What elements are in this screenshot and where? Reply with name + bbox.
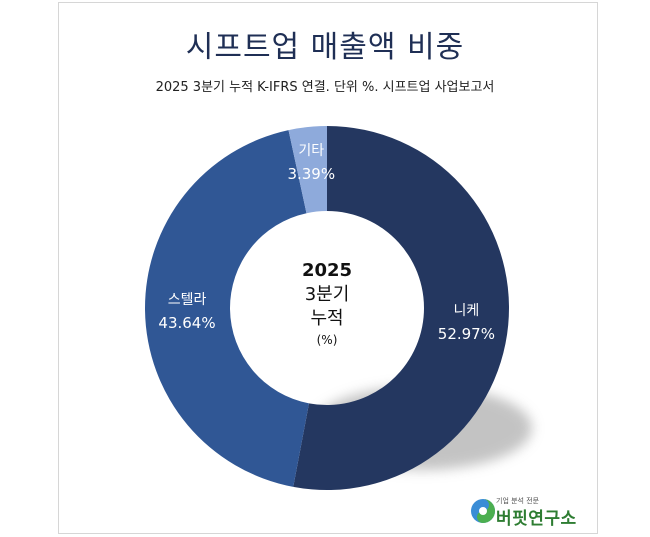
brand-logo-name: 버핏연구소 [496,509,577,529]
brand-logo: 기업 분석 전문 버핏연구소 [470,496,600,529]
donut-slice-0 [293,126,509,490]
brand-logo-icon [471,499,495,523]
slice-label-2: 기타 3.39% [287,143,335,183]
slice-value-0: 52.97% [438,325,495,343]
slice-name-0: 니케 [454,303,480,319]
center-label-2: 누적 [310,308,343,329]
donut-slice-2 [288,126,327,214]
center-label-1: 3분기 [305,284,350,305]
donut-slice-1 [144,130,310,487]
center-label-3: (%) [317,333,338,347]
slice-value-2: 3.39% [287,165,335,183]
chart-title: 시프트업 매출액 비중 [185,30,465,65]
slice-value-1: 43.64% [158,314,215,332]
slice-name-1: 스텔라 [168,292,207,308]
center-label-0: 2025 [302,260,352,281]
chart-subtitle: 2025 3분기 누적 K-IFRS 연결. 단위 %. 시프트업 사업보고서 [155,80,495,95]
brand-logo-tagline: 기업 분석 전문 [496,497,540,505]
slice-name-2: 기타 [298,143,324,159]
slice-label-1: 스텔라 43.64% [158,292,215,332]
slice-label-0: 니케 52.97% [438,303,495,343]
